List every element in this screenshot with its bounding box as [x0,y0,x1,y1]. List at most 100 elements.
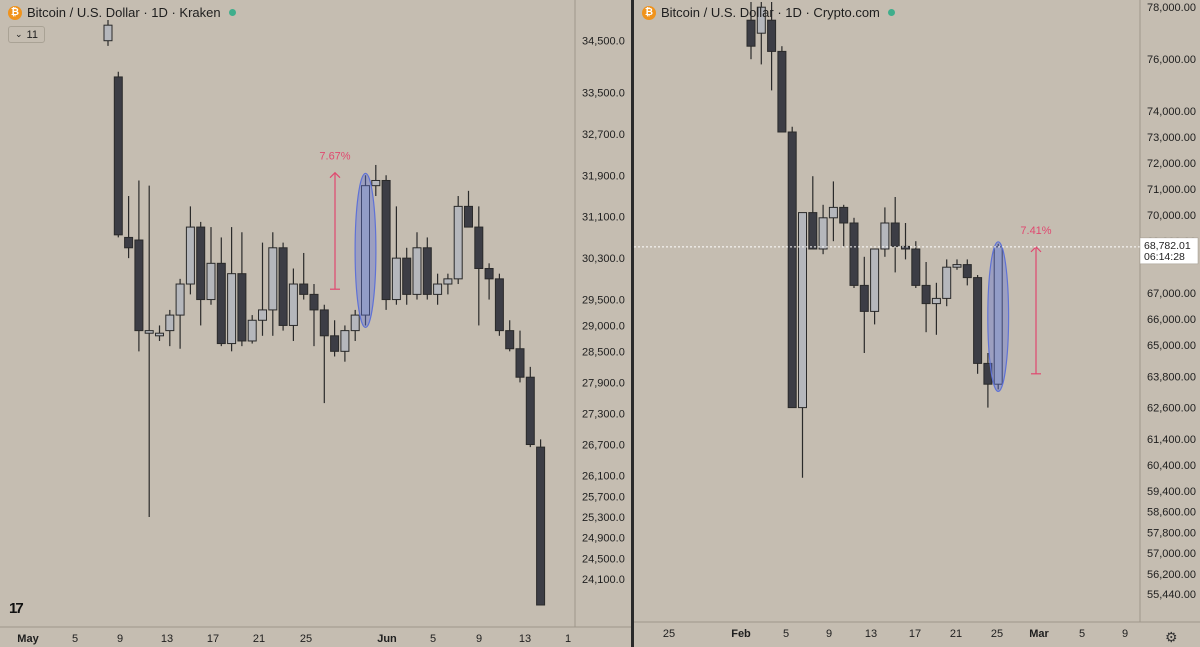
left-candle-body [340,330,350,352]
left-x-tick-label: 25 [300,633,312,645]
right-y-tick-label: 70,000.00 [1147,210,1196,222]
right-x-tick-label: 9 [1122,628,1128,640]
right-y-tick-label: 78,000.00 [1147,2,1196,14]
right-highlight-ellipse [987,241,1010,393]
right-candle-body [798,212,807,409]
left-candle-body [453,205,463,280]
left-candlestick-chart[interactable]: 34,500.0 33,500.0 32,700.0 31,900.0 31,100.0… [0,0,631,647]
left-candle-body [124,236,134,249]
right-candle-body [952,264,962,268]
right-y-tick-label: 73,000.00 [1147,132,1196,144]
left-candle-body [484,267,494,280]
right-y-tick-label: 72,000.00 [1147,158,1196,170]
right-candle-body [859,284,869,312]
right-chart-panel[interactable]: 78,000.00 76,000.00 74,000.00 73,000.00 72,0… [634,0,1200,647]
live-dot-icon [887,9,895,16]
left-candle-body [525,376,535,446]
right-candle-body [870,248,880,312]
left-candle-body [175,283,185,316]
left-candle-body [381,179,391,301]
left-y-tick-label: 29,000.0 [582,320,625,332]
right-y-tick-label: 62,600.00 [1147,403,1196,415]
left-x-tick-label: 5 [72,633,78,645]
panel-divider[interactable] [631,0,634,647]
right-symbol-title: Bitcoin / U.S. Dollar · 1D · Crypto.com [661,5,880,20]
right-symbol-header[interactable]: ₿ Bitcoin / U.S. Dollar · 1D · Crypto.co… [642,5,895,20]
right-y-tick-label: 63,800.00 [1147,371,1196,383]
right-x-tick-label: 25 [991,628,1003,640]
left-candle-body [258,309,267,321]
right-y-tick-label: 66,000.00 [1147,314,1196,326]
left-candle-body [227,273,237,345]
left-candle-body [402,257,412,295]
right-y-tick-label: 55,440.00 [1147,589,1196,601]
left-candle-body [433,283,443,295]
right-candle-body [962,264,972,279]
left-x-tick-label: 13 [519,633,531,645]
chevron-down-icon: ⌄ [15,29,23,39]
right-x-tick-label: 13 [865,628,877,640]
right-candle-body [808,212,818,250]
left-y-tick-label: 24,100.0 [582,574,625,586]
left-y-tick-label: 31,100.0 [582,212,625,224]
right-candle-body [880,222,890,250]
right-bar-countdown-label: 06:14:28 [1144,251,1185,263]
right-candle-body [921,284,931,305]
left-candle-body [268,247,278,311]
left-measure-label: 7.67% [319,151,350,163]
right-y-tick-label: 56,200.00 [1147,569,1196,581]
left-y-tick-label: 24,900.0 [582,533,625,545]
left-y-tick-label: 32,700.0 [582,129,625,141]
left-y-tick-label: 24,500.0 [582,553,625,565]
left-measure-arrow-icon [329,171,341,179]
right-y-tick-label: 57,800.00 [1147,527,1196,539]
right-candle-body [973,277,983,364]
left-x-tick-label: May [17,633,39,645]
right-y-tick-label: 71,000.00 [1147,184,1196,196]
left-candle-body [350,314,360,332]
left-y-tick-label: 31,900.0 [582,170,625,182]
right-candle-body [890,222,900,247]
right-x-tick-label: 17 [909,628,921,640]
left-candle-body [155,332,164,337]
left-candle-body [196,226,206,301]
left-candle-body [165,314,175,332]
left-interval-count: 11 [26,28,38,41]
left-candle-body [391,257,401,301]
right-y-tick-label: 74,000.00 [1147,106,1196,118]
right-candle-body [787,131,797,409]
left-candle-body [536,446,546,606]
right-candlestick-chart[interactable]: 78,000.00 76,000.00 74,000.00 73,000.00 72,0… [634,0,1200,647]
right-candle-body [828,206,838,219]
right-x-tick-label: 25 [663,628,675,640]
right-x-tick-label: Mar [1029,628,1049,640]
left-y-tick-label: 28,500.0 [582,346,625,358]
right-candle-body [777,50,787,133]
left-chart-panel[interactable]: 34,500.0 33,500.0 32,700.0 31,900.0 31,100.0… [0,0,631,647]
left-candle-body [361,185,370,316]
left-candle-body [206,262,216,301]
right-y-tick-label: 76,000.00 [1147,54,1196,66]
right-candle-body [839,206,849,224]
right-x-tick-label: Feb [731,628,751,640]
left-collapse-toggle[interactable]: ⌄ 11 [8,26,45,43]
left-y-tick-label: 29,500.0 [582,295,625,307]
left-y-tick-label: 26,700.0 [582,440,625,452]
bitcoin-icon: ₿ [642,5,656,20]
right-candle-body [767,19,777,52]
left-x-tick-label: 1 [565,633,571,645]
right-x-tick-label: 5 [1079,628,1085,640]
right-y-tick-label: 61,400.00 [1147,434,1196,446]
left-y-tick-label: 25,300.0 [582,512,625,524]
right-candle-body [931,297,941,305]
left-candle-body [494,278,504,332]
settings-gear-icon[interactable]: ⚙ [1165,629,1178,645]
left-x-tick-label: Jun [377,633,397,645]
left-candle-body [134,239,144,332]
left-candle-body [216,262,226,345]
left-candle-body [185,226,195,285]
left-candle-body [144,330,154,334]
right-candle-body [911,248,921,286]
left-x-tick-label: 17 [207,633,219,645]
left-symbol-header[interactable]: ₿ Bitcoin / U.S. Dollar · 1D · Kraken [8,5,236,20]
